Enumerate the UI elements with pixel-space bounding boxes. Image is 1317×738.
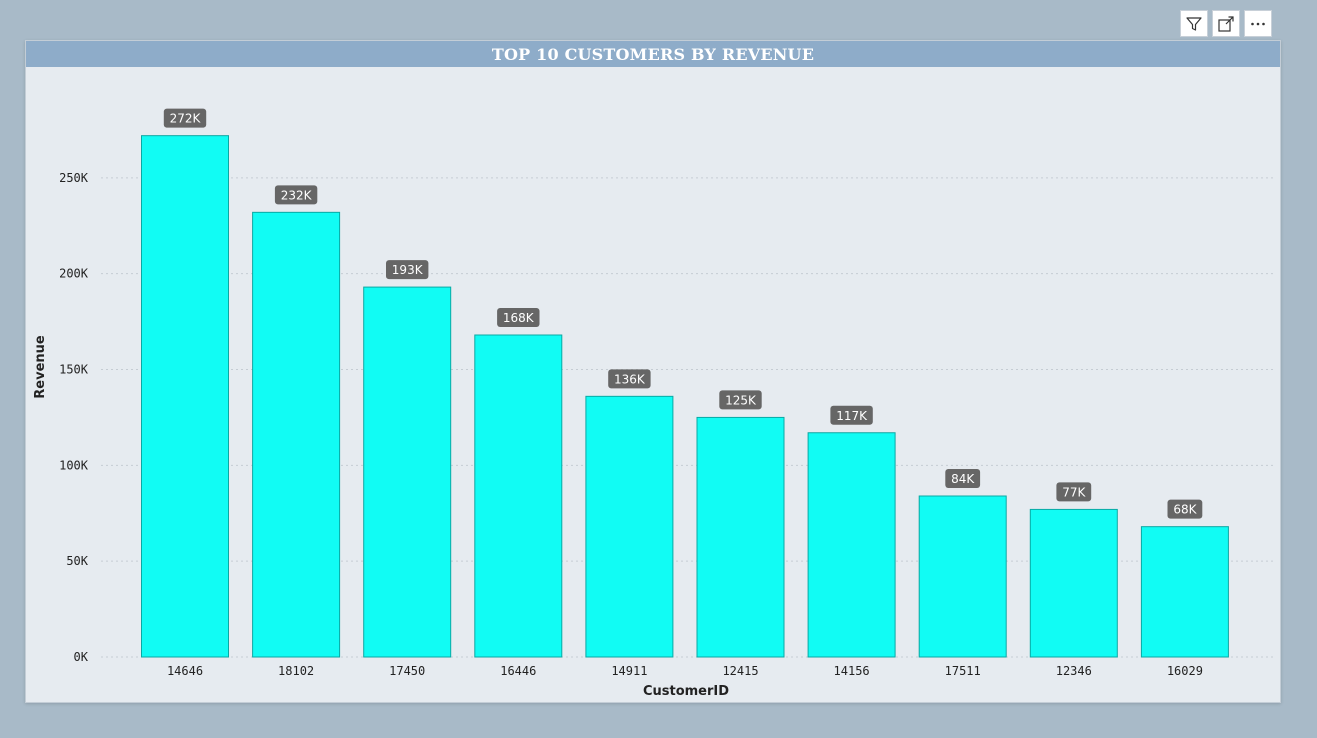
focus-mode-icon: [1218, 15, 1234, 32]
y-tick-label: 150K: [59, 363, 89, 377]
x-tick-label: 17511: [945, 664, 981, 678]
data-label-badge: [1056, 482, 1092, 502]
data-labels: 272K 232K 193K 168K 136K 125K 117K 84K 77K 68K: [163, 108, 1203, 519]
x-tick-label: 16446: [500, 664, 536, 678]
filter-button[interactable]: [1180, 10, 1208, 37]
bars: [141, 135, 1229, 658]
y-axis-title: Revenue: [33, 335, 48, 399]
title-bar: TOP 10 CUSTOMERS BY REVENUE: [26, 41, 1280, 67]
data-label: 232K: [281, 188, 313, 202]
bar-14646[interactable]: [141, 135, 229, 658]
data-label-badge: [274, 185, 318, 205]
x-tick-label: 14156: [834, 664, 870, 678]
x-tick-label: 14646: [167, 664, 203, 678]
data-label-badge: [719, 390, 762, 410]
bar-17511[interactable]: [918, 495, 1007, 658]
x-tick-label: 18102: [278, 664, 314, 678]
chart-canvas: 272K 232K 193K 168K 136K 125K 117K 84K 77K 68K 0K…: [33, 108, 1276, 699]
bar-chart-visual[interactable]: TOP 10 CUSTOMERS BY REVENUE 272K 232K 193K…: [25, 40, 1281, 703]
x-tick-label: 12346: [1056, 664, 1092, 678]
data-label-badge: [945, 469, 981, 488]
bar-14911[interactable]: [585, 395, 674, 658]
bar-12415[interactable]: [696, 416, 785, 658]
data-label: 193K: [392, 263, 424, 277]
bar-12346[interactable]: [1029, 508, 1118, 658]
more-options-icon: [1251, 22, 1265, 25]
y-tick-label: 0K: [74, 650, 89, 664]
data-label: 136K: [614, 372, 646, 386]
data-label: 77K: [1062, 485, 1086, 499]
bar-18102[interactable]: [252, 211, 341, 658]
y-tick-label: 50K: [66, 554, 88, 568]
x-axis-title: CustomerID: [643, 684, 729, 699]
data-label-badge: [1167, 499, 1203, 519]
x-tick-label: 17450: [389, 664, 425, 678]
x-tick-label: 16029: [1167, 664, 1203, 678]
data-label-badge: [163, 108, 207, 128]
data-label: 84K: [951, 472, 975, 486]
y-axis-ticks: 0K 50K 100K 150K 200K 250K: [59, 171, 89, 664]
y-tick-label: 200K: [59, 267, 89, 281]
x-tick-label: 12415: [722, 664, 758, 678]
data-label-badge: [608, 369, 651, 389]
bar-16029[interactable]: [1140, 526, 1229, 658]
data-label: 272K: [170, 112, 202, 126]
bar-16446[interactable]: [474, 334, 563, 658]
data-label-badge: [497, 308, 540, 327]
y-tick-label: 100K: [59, 458, 89, 472]
data-label-badge: [830, 405, 873, 425]
data-label-badge: [386, 260, 429, 280]
x-tick-label: 14911: [611, 664, 647, 678]
chart-title: TOP 10 CUSTOMERS BY REVENUE: [491, 44, 815, 64]
bar-14156[interactable]: [807, 432, 896, 658]
filter-icon: [1186, 16, 1202, 31]
data-label: 117K: [836, 409, 868, 423]
visual-toolbar: [1180, 10, 1272, 37]
data-label: 125K: [725, 393, 757, 407]
data-label: 68K: [1173, 503, 1197, 517]
y-tick-label: 250K: [59, 171, 89, 185]
bar-17450[interactable]: [363, 286, 452, 658]
x-axis-ticks: 14646 18102 17450 16446 14911 12415 14156 17511…: [167, 664, 1203, 678]
data-label: 168K: [503, 311, 535, 325]
more-options-button[interactable]: [1244, 10, 1272, 37]
focus-mode-button[interactable]: [1212, 10, 1240, 37]
